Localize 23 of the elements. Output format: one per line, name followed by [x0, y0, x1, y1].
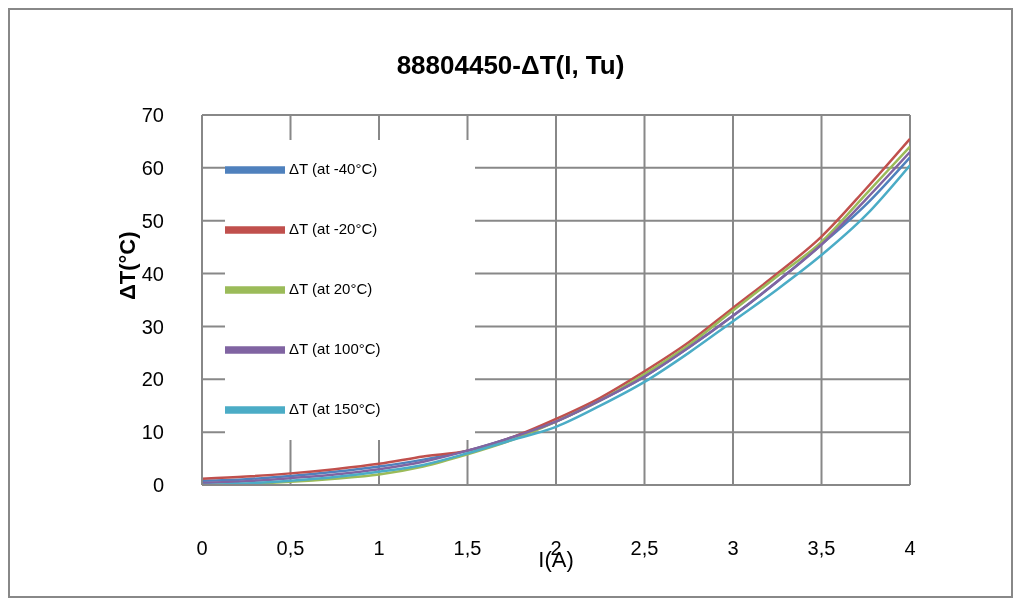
legend-label: ΔT (at -20°C)	[289, 219, 378, 237]
x-tick-label: 1	[373, 537, 385, 560]
x-tick-label: 0	[196, 537, 208, 560]
legend-label: ΔT (at 150°C)	[289, 399, 381, 417]
y-tick-label: 0	[152, 474, 164, 497]
x-tick-label: 4	[904, 537, 916, 560]
legend-label: ΔT (at 100°C)	[289, 339, 381, 357]
x-tick-label: 0,5	[276, 537, 305, 560]
x-tick-label: 1,5	[453, 537, 482, 560]
y-axis-title: ΔT(°C)	[114, 231, 140, 300]
y-tick-label: 50	[141, 209, 164, 232]
legend-label: ΔT (at -40°C)	[289, 159, 378, 177]
y-tick-label: 40	[141, 262, 164, 285]
y-tick-label: 60	[141, 156, 164, 179]
y-tick-label: 20	[141, 368, 164, 391]
y-tick-label: 70	[141, 104, 164, 127]
x-tick-label: 3,5	[807, 537, 836, 560]
y-tick-label: 10	[141, 421, 164, 444]
chart-title: 88804450-ΔT(I, Tu)	[395, 50, 626, 81]
y-tick-label: 30	[141, 315, 164, 338]
x-tick-label: 2,5	[630, 537, 659, 560]
legend-label: ΔT (at 20°C)	[289, 279, 373, 297]
x-tick-label: 3	[727, 537, 739, 560]
